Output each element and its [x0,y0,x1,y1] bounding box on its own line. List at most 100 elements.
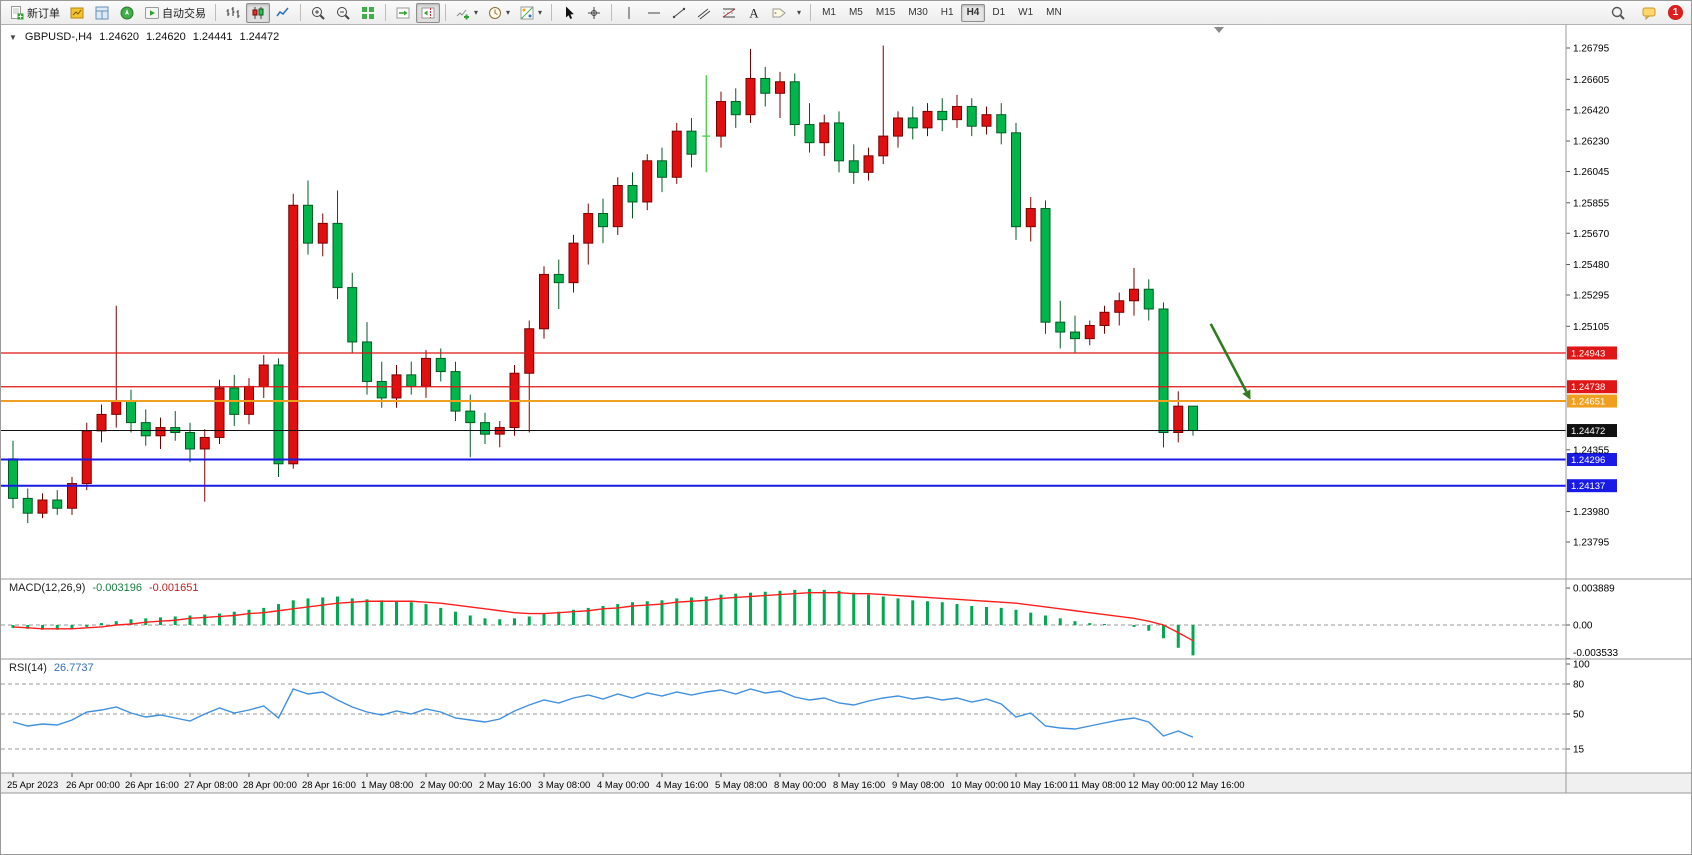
candle [539,266,549,339]
horizontal-line-button[interactable] [642,3,666,23]
candle [789,73,800,137]
price-tick-label: 1.24355 [1573,445,1610,456]
time-tick-label: 8 May 00:00 [774,780,826,791]
candle [612,177,623,235]
autotrading-icon [144,5,160,21]
support-line-blue-1-price-badge [1567,453,1617,467]
candle [760,66,771,107]
zoom-out-icon [335,5,351,21]
time-tick-label: 2 May 00:00 [420,780,472,791]
new-order-button[interactable]: 新订单 [5,3,64,23]
new-order-button-label: 新订单 [27,7,60,20]
chart-shift-marker[interactable] [1214,27,1224,33]
price-tick-label: 1.26230 [1573,137,1610,148]
time-axis[interactable] [1,773,1692,793]
rsi-axis-label: 100 [1573,660,1590,671]
vertical-line-button[interactable] [617,3,641,23]
rsi-line [12,688,1194,738]
price-lines-layer [1,352,1566,487]
macd-signal-line [12,592,1194,642]
zoom-out-button[interactable] [331,3,355,23]
candle [1129,267,1139,316]
zoom-in-button[interactable] [306,3,330,23]
timeframe-m1-button[interactable]: M1 [816,4,842,22]
timeframe-h4-button[interactable]: H4 [960,3,986,22]
auto-scroll-icon [395,5,411,21]
indicators-button[interactable]: ▾ [451,3,482,23]
timeframe-m30-button[interactable]: M30 [902,4,933,22]
cursor-icon [561,5,577,21]
arrow-annotation[interactable] [1209,323,1251,400]
candle [745,48,756,123]
timeframe-mn-button[interactable]: MN [1040,4,1068,22]
candle [362,322,372,395]
rsi-panel[interactable]: 100 80 50 15 [1,660,1590,756]
text-icon: A [746,5,762,21]
search-button[interactable] [1606,3,1630,23]
current-price-line-price-badge [1567,424,1617,438]
data-window-button[interactable] [90,3,114,23]
fibonacci-icon [721,5,737,21]
candle [996,103,1007,145]
market-watch-button[interactable] [65,3,89,23]
macd-panel[interactable]: 0.003889 0.00 -0.003533 [1,584,1618,660]
price-tick-label: 1.26795 [1573,44,1610,55]
channel-button[interactable] [692,3,716,23]
candlestick-chart-button[interactable] [246,2,270,23]
macd-indicator-label: MACD(12,26,9) -0.003196 -0.001651 [9,582,199,594]
candle [37,493,48,519]
line-chart-button[interactable] [271,3,295,23]
label-button[interactable] [767,3,791,23]
time-tick-label: 4 May 00:00 [597,780,649,791]
candle [1070,315,1080,354]
timeframe-d1-button[interactable]: D1 [986,4,1011,22]
line-chart-icon [275,5,291,21]
timeframe-h1-button[interactable]: H1 [935,4,960,22]
fibonacci-button[interactable] [717,3,741,23]
time-tick-label: 28 Apr 16:00 [302,780,356,791]
price-tick-label: 1.26045 [1573,167,1610,178]
toolbar-separator [810,4,812,21]
price-tick-label: 1.25670 [1573,229,1610,240]
candle [1158,302,1169,448]
crosshair-button[interactable] [582,3,606,23]
navigator-button[interactable] [115,3,139,23]
candle [199,429,210,502]
chart-canvas[interactable]: 1.24943 1.24738 1.24651 1.24472 1.24296 1.241… [1,25,1692,855]
h-line-icon [646,5,662,21]
cursor-button[interactable] [557,3,581,23]
bar-chart-button[interactable] [221,3,245,23]
price-tick-label: 1.26420 [1573,105,1610,116]
chat-button[interactable] [1637,3,1661,23]
tile-windows-button[interactable] [356,3,380,23]
timeframe-w1-button[interactable]: W1 [1012,4,1039,22]
candle [1173,391,1184,443]
candle [966,98,977,137]
timeframe-m15-button[interactable]: M15 [870,4,901,22]
templates-button[interactable]: ▾ [515,3,546,23]
text-button[interactable]: A [742,3,766,23]
periods-button[interactable]: ▾ [483,3,514,23]
autotrading-button[interactable]: 自动交易 [140,3,210,23]
bar-chart-icon [225,5,241,21]
candle [583,203,594,265]
channel-icon [696,5,712,21]
macd-name: MACD(12,26,9) [9,582,86,594]
chart-shift-button[interactable] [416,2,440,23]
auto-scroll-button[interactable] [391,3,415,23]
dropdown-caret-icon: ▾ [797,8,802,17]
chart-window: 1.24943 1.24738 1.24651 1.24472 1.24296 1.241… [1,25,1692,855]
dropdown-caret-icon: ▾ [506,8,511,17]
shapes-dropdown[interactable]: ▾ [792,3,805,23]
candle [140,409,151,446]
price-axis[interactable]: 1.24943 1.24738 1.24651 1.24472 1.24296 1.241… [1566,44,1617,549]
resistance-line-2-price-badge-label: 1.24738 [1571,382,1605,393]
one-click-trading-toggle[interactable]: ▼ [9,32,17,42]
navigator-icon [119,5,135,21]
candle [435,348,446,382]
timeframe-m5-button[interactable]: M5 [843,4,869,22]
notifications-badge[interactable]: 1 [1668,5,1683,20]
candle [834,111,844,173]
trendline-button[interactable] [667,3,691,23]
